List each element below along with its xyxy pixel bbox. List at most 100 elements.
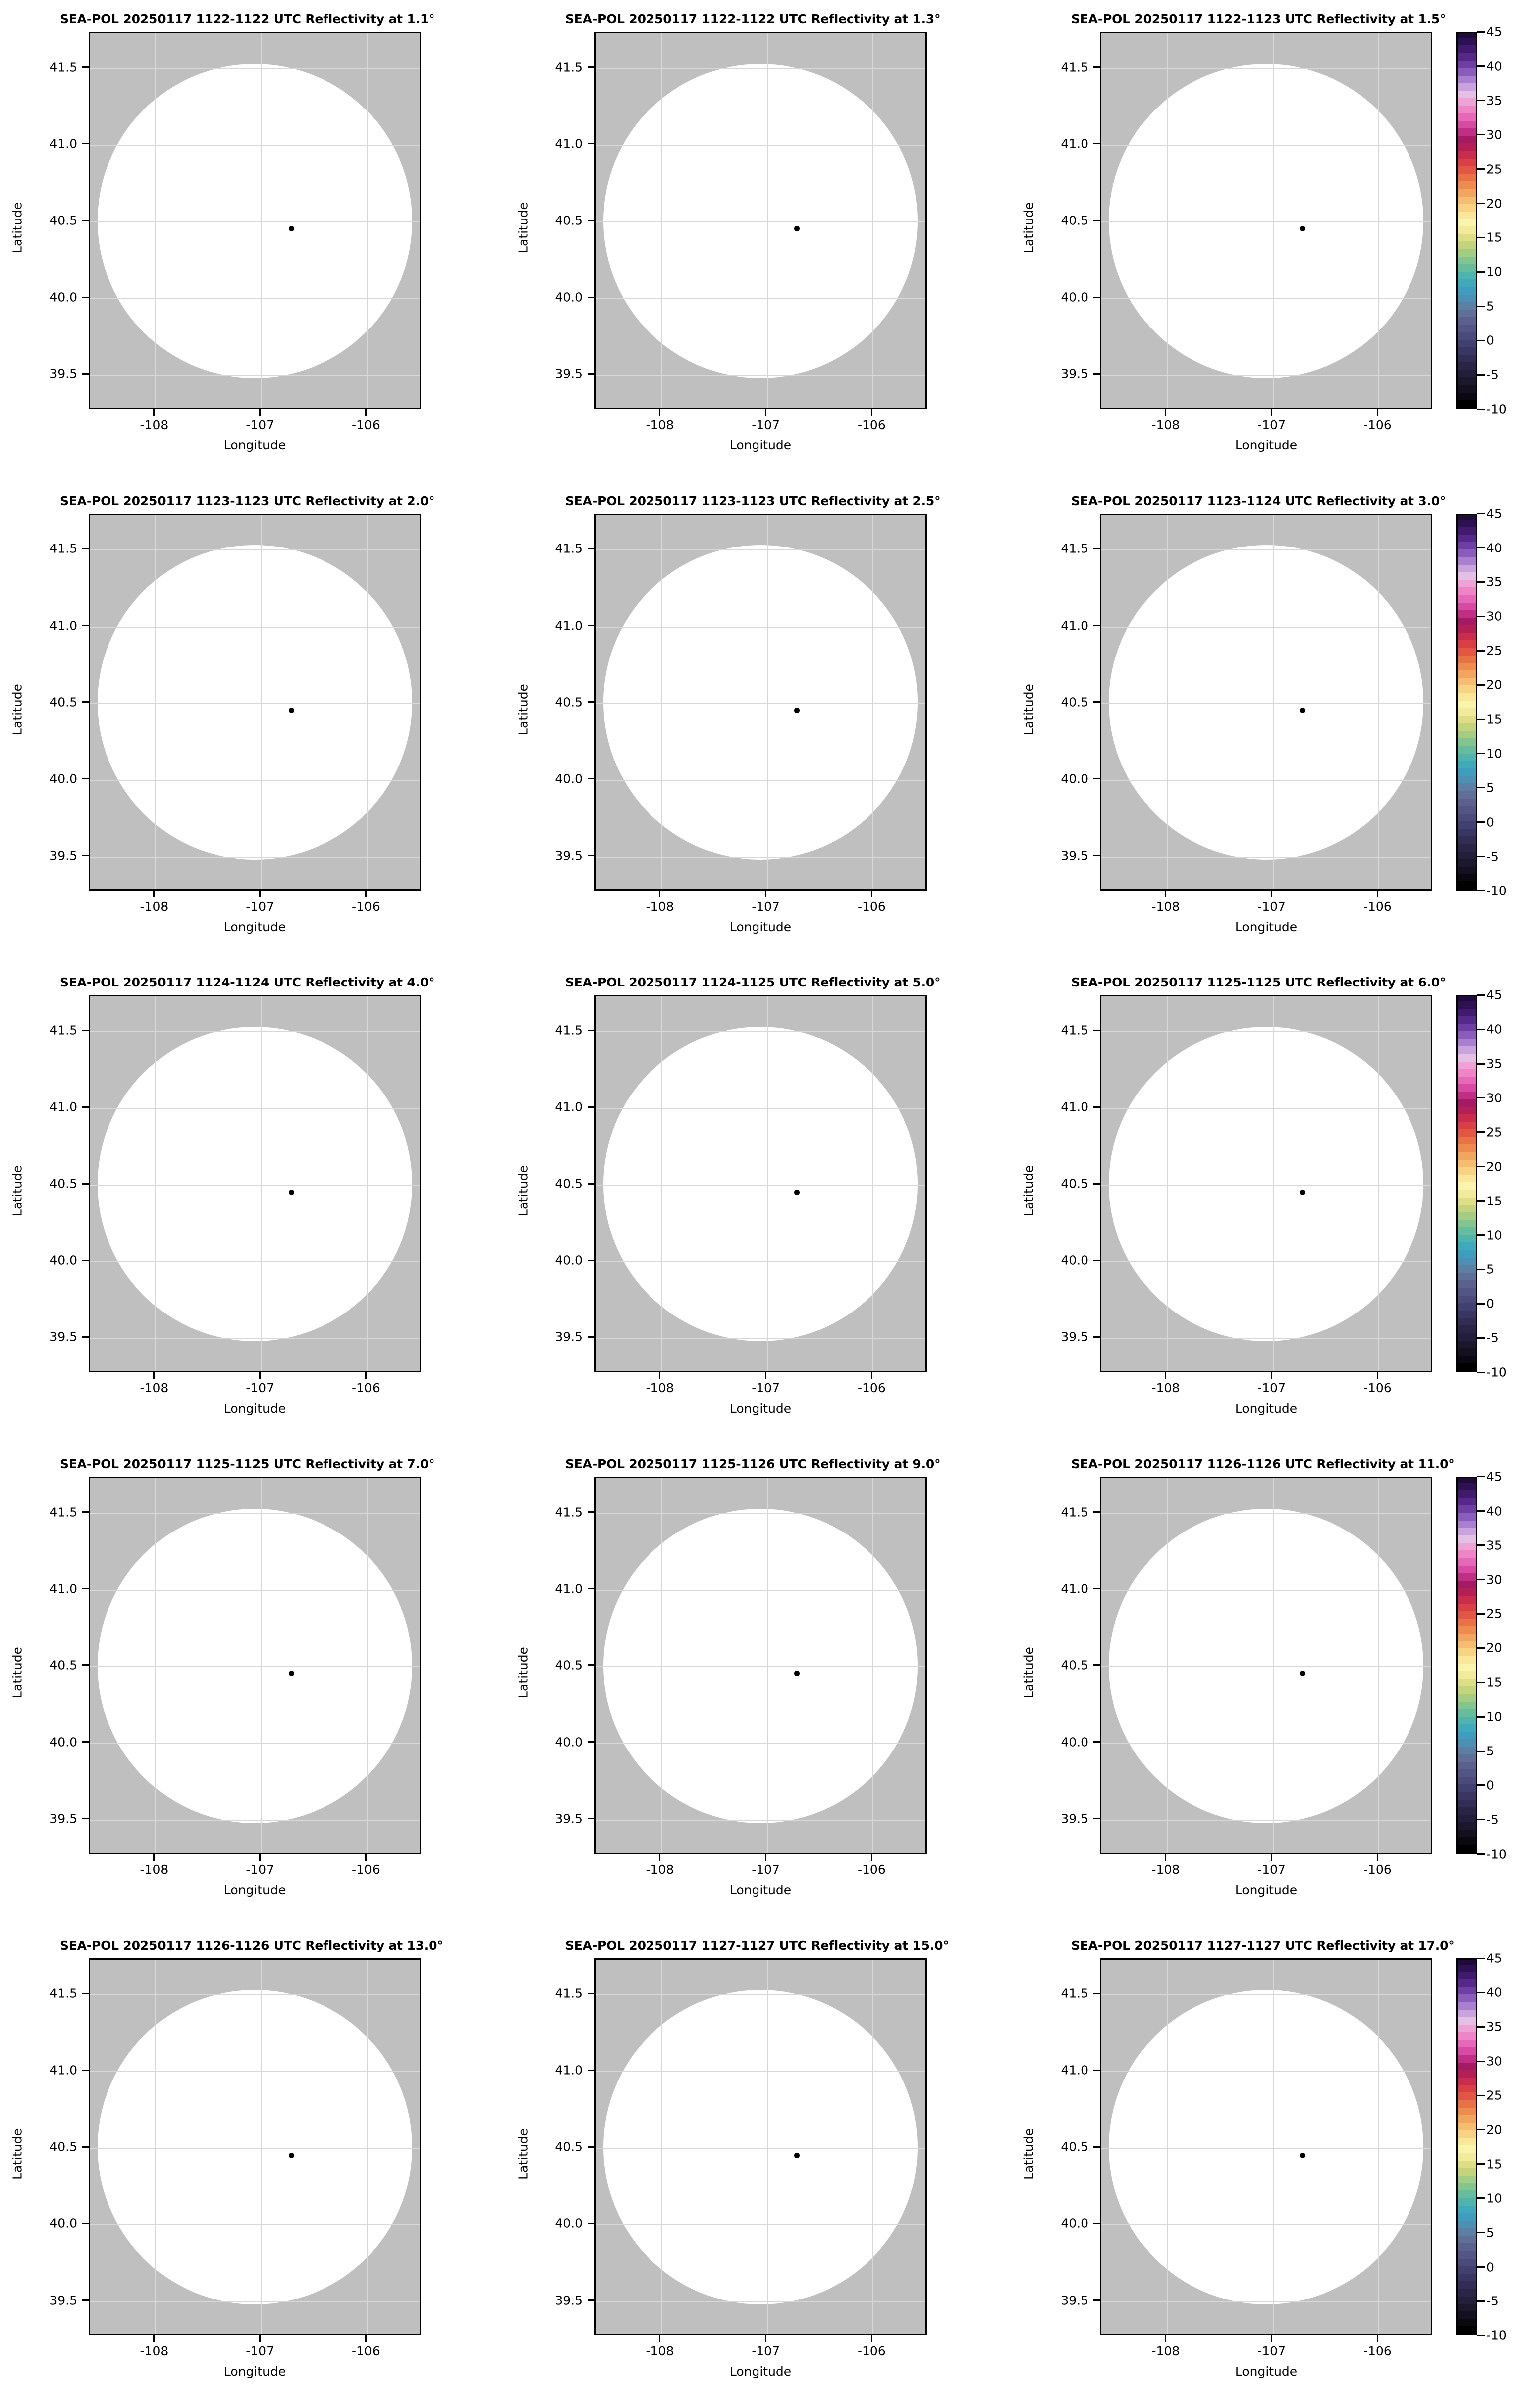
- colorbar-segment: [1458, 2069, 1476, 2078]
- colorbar-segment: [1458, 1310, 1476, 1318]
- colorbar-segment: [1458, 2288, 1476, 2297]
- colorbar-segment: [1458, 1971, 1476, 1979]
- y-axis-label: Latitude: [516, 1646, 531, 1698]
- y-tick-label: 40.5: [49, 1658, 77, 1673]
- colorbar-tick: [1477, 2266, 1485, 2268]
- x-tick: [153, 1854, 155, 1861]
- x-axis-label: Longitude: [729, 438, 792, 452]
- colorbar-segment: [1458, 1129, 1476, 1137]
- x-tick: [1271, 2335, 1273, 2342]
- gridline-vertical: [766, 1960, 768, 2334]
- gridline-horizontal: [596, 1185, 925, 1186]
- panel-title: SEA-POL 20250117 1123-1123 UTC Reflectiv…: [60, 493, 435, 508]
- plot-area: [89, 1476, 421, 1854]
- y-tick: [588, 701, 594, 703]
- colorbar-segment: [1458, 730, 1476, 739]
- colorbar-segment: [1458, 2054, 1476, 2063]
- gridline-horizontal: [596, 68, 925, 69]
- colorbar-tick-label: 30: [1486, 127, 1502, 142]
- plot-area: [594, 995, 927, 1373]
- gridline-horizontal: [1101, 2301, 1431, 2302]
- colorbar-segment: [1458, 2114, 1476, 2123]
- colorbar-segment: [1458, 1535, 1476, 1543]
- y-tick: [1093, 1588, 1100, 1590]
- y-tick: [82, 778, 89, 780]
- gridline-horizontal: [1101, 2148, 1431, 2149]
- colorbar-tick: [1477, 1991, 1485, 1993]
- colorbar-tick-label: 45: [1486, 1469, 1502, 1484]
- colorbar-segment: [1458, 1542, 1476, 1551]
- gridline-vertical: [155, 33, 156, 408]
- colorbar-segment: [1458, 549, 1476, 557]
- y-axis-ticks: [1093, 514, 1100, 891]
- colorbar-segment: [1458, 1242, 1476, 1250]
- gridline-horizontal: [596, 856, 925, 858]
- colorbar-tick: [1477, 1028, 1485, 1030]
- colorbar-segment: [1458, 2009, 1476, 2017]
- colorbar-tick: [1477, 1579, 1485, 1580]
- colorbar-segment: [1458, 1061, 1476, 1069]
- gridline-horizontal: [90, 626, 420, 628]
- x-tick-label: -106: [858, 2344, 886, 2359]
- x-axis-tick-labels: -108 -107 -106: [594, 2344, 927, 2361]
- y-axis-tick-labels: 39.5 40.0 40.5 41.0 41.5: [1011, 1477, 1088, 1854]
- y-axis-label: Latitude: [516, 683, 531, 735]
- panel-title: SEA-POL 20250117 1122-1122 UTC Reflectiv…: [60, 12, 435, 26]
- y-tick: [1093, 2222, 1100, 2224]
- colorbar-segment: [1458, 1603, 1476, 1611]
- gridline-horizontal: [1101, 1666, 1431, 1667]
- y-tick: [588, 1741, 594, 1743]
- colorbar-segment: [1458, 1332, 1476, 1341]
- colorbar-segment: [1458, 1482, 1476, 1491]
- y-tick-label: 39.5: [555, 2293, 583, 2307]
- x-tick-label: -106: [1363, 2344, 1392, 2359]
- gridline-horizontal: [90, 2071, 420, 2073]
- x-tick-label: -107: [246, 899, 274, 914]
- gridline-vertical: [872, 996, 874, 1371]
- y-tick: [82, 1992, 89, 1994]
- colorbar-segment: [1458, 1167, 1476, 1175]
- y-tick: [82, 2069, 89, 2071]
- y-tick: [1093, 855, 1100, 857]
- x-tick: [1271, 409, 1273, 416]
- x-tick: [1165, 2335, 1167, 2342]
- colorbar-tick: [1477, 821, 1485, 823]
- colorbar-segment: [1458, 45, 1476, 53]
- plot-area: [89, 1958, 421, 2336]
- gridline-horizontal: [90, 856, 420, 858]
- radar-panel: SEA-POL 20250117 1127-1127 UTC Reflectiv…: [1011, 1926, 1517, 2408]
- x-tick-label: -106: [352, 899, 380, 914]
- x-tick-label: -106: [858, 899, 886, 914]
- panel-title: SEA-POL 20250117 1122-1123 UTC Reflectiv…: [1071, 12, 1446, 26]
- colorbar-segment: [1458, 738, 1476, 746]
- x-tick: [765, 890, 767, 897]
- radar-panel: SEA-POL 20250117 1123-1123 UTC Reflectiv…: [506, 482, 1011, 964]
- y-tick: [588, 1336, 594, 1338]
- colorbar-segment: [1458, 745, 1476, 754]
- panel-title: SEA-POL 20250117 1127-1127 UTC Reflectiv…: [565, 1938, 949, 1953]
- colorbar-segment: [1458, 1701, 1476, 1709]
- colorbar-segment: [1458, 866, 1476, 875]
- colorbar-tick: [1477, 408, 1485, 410]
- y-tick-label: 41.0: [1061, 1099, 1088, 1114]
- panel-title: SEA-POL 20250117 1126-1126 UTC Reflectiv…: [1071, 1456, 1455, 1471]
- gridline-horizontal: [596, 221, 925, 222]
- colorbar-segment: [1458, 1528, 1476, 1536]
- gridline-horizontal: [90, 1994, 420, 1996]
- colorbar-segment: [1458, 1693, 1476, 1702]
- gridline-horizontal: [1101, 856, 1431, 858]
- x-tick-label: -108: [140, 2344, 169, 2359]
- colorbar-segment: [1458, 534, 1476, 543]
- colorbar-segment: [1458, 317, 1476, 325]
- gridline-horizontal: [1101, 221, 1431, 222]
- y-tick: [82, 1511, 89, 1513]
- y-tick: [1093, 1183, 1100, 1185]
- x-axis-tick-labels: -108 -107 -106: [89, 1381, 421, 1398]
- y-tick: [1093, 1029, 1100, 1031]
- colorbar-segment: [1458, 2168, 1476, 2176]
- y-tick: [588, 1029, 594, 1031]
- colorbar-segment: [1458, 2258, 1476, 2266]
- colorbar-tick-label: -10: [1486, 2328, 1507, 2343]
- colorbar-segment: [1458, 1159, 1476, 1167]
